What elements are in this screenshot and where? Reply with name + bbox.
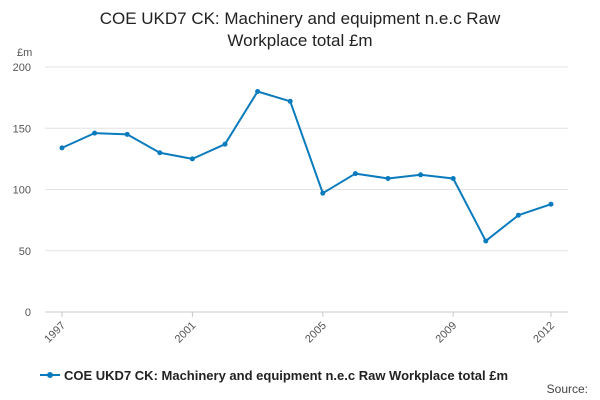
x-tick-label: 2001	[173, 320, 199, 346]
data-point-2012[interactable]	[548, 201, 554, 207]
data-point-2002[interactable]	[222, 141, 228, 147]
chart-title-line-2: Workplace total £m	[227, 31, 373, 50]
data-point-2000[interactable]	[157, 150, 163, 156]
data-point-2008[interactable]	[418, 172, 424, 178]
data-point-2007[interactable]	[385, 175, 391, 181]
data-point-1997[interactable]	[59, 145, 65, 151]
y-tick-label: 100	[13, 185, 31, 197]
data-point-1999[interactable]	[124, 131, 130, 137]
data-point-2003[interactable]	[255, 89, 261, 94]
axes: 0 50 100 150 200 £m 1997 2001 2005 2009 2012	[13, 47, 568, 345]
chart-title-line-1: COE UKD7 CK: Machinery and equipment n.e…	[99, 9, 501, 28]
series-line	[61, 90, 552, 242]
data-point-2006[interactable]	[352, 171, 358, 177]
grid-lines	[45, 66, 568, 252]
y-unit-label: £m	[17, 47, 32, 59]
data-point-2004[interactable]	[287, 98, 293, 104]
source-label: Source:	[546, 382, 588, 396]
legend-label: COE UKD7 CK: Machinery and equipment n.e…	[64, 367, 509, 383]
x-tick-label: 2005	[303, 320, 329, 346]
data-point-2005[interactable]	[320, 190, 326, 196]
data-point-1998[interactable]	[92, 130, 98, 136]
y-tick-label: 200	[13, 62, 31, 74]
legend-swatch-icon	[40, 369, 60, 381]
y-tick-label: 0	[25, 307, 31, 319]
series-layer	[59, 89, 554, 244]
data-point-2001[interactable]	[189, 156, 195, 162]
legend[interactable]: COE UKD7 CK: Machinery and equipment n.e…	[40, 365, 508, 385]
data-point-2009[interactable]	[450, 175, 456, 181]
data-point-2011[interactable]	[515, 212, 521, 218]
x-tick-label: 1997	[42, 320, 68, 346]
chart-title: COE UKD7 CK: Machinery and equipment n.e…	[0, 8, 600, 52]
y-tick-label: 150	[13, 123, 31, 135]
x-tick-label: 2009	[434, 320, 460, 346]
x-tick-label: 2012	[531, 320, 557, 346]
data-point-2010[interactable]	[483, 238, 489, 244]
y-tick-label: 50	[19, 246, 31, 258]
